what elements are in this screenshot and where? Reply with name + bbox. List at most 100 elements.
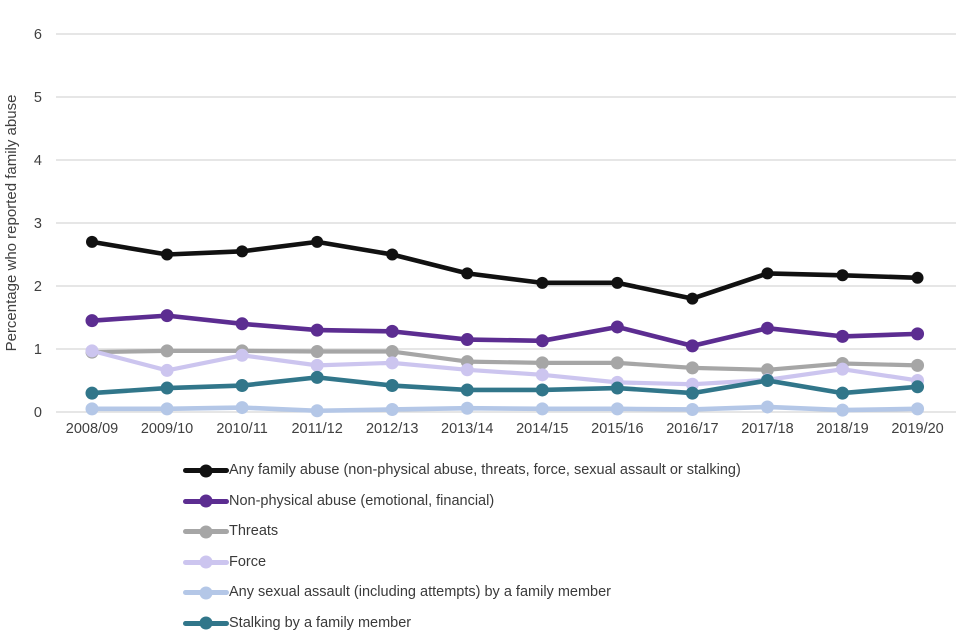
data-point	[610, 402, 624, 416]
data-point	[310, 370, 324, 384]
y-axis-title: Percentage who reported family abuse	[3, 95, 20, 352]
data-point	[385, 402, 399, 416]
data-point	[535, 402, 549, 416]
y-tick-label: 3	[34, 216, 42, 232]
x-tick-label: 2013/14	[441, 421, 493, 437]
data-point	[85, 344, 99, 358]
data-point	[760, 363, 774, 377]
data-point	[836, 329, 849, 343]
data-point	[310, 358, 324, 372]
series-line	[89, 313, 920, 349]
x-tick-label: 2016/17	[666, 421, 718, 437]
data-series	[85, 235, 925, 418]
legend-line-swatch	[183, 494, 229, 508]
data-point	[160, 381, 174, 395]
series-line	[89, 239, 920, 301]
data-point	[236, 245, 249, 258]
legend-marker-dot	[199, 464, 213, 477]
legend-item-1: Any family abuse (non-physical abuse, th…	[183, 460, 960, 481]
legend-item-5: Any sexual assault (including attempts) …	[183, 582, 960, 603]
legend-label: Stalking by a family member	[229, 614, 412, 631]
data-point	[685, 361, 699, 375]
data-point	[460, 363, 474, 377]
data-point	[460, 401, 474, 415]
data-point	[160, 309, 174, 323]
gridlines	[56, 33, 956, 413]
legend-item-4: Force	[183, 552, 960, 573]
legend-marker-dot	[199, 555, 213, 569]
x-tick-labels: 2008/09 2009/10 2010/11 2011/12 2012/13 2013/…	[66, 421, 944, 437]
data-point	[85, 386, 99, 400]
data-point	[460, 333, 474, 347]
legend-label: Force	[229, 553, 267, 570]
y-tick-label: 1	[34, 342, 42, 358]
legend-line-swatch	[183, 464, 229, 477]
data-point	[461, 267, 474, 280]
data-point	[86, 235, 98, 248]
data-point	[536, 276, 549, 289]
data-point	[235, 348, 249, 362]
data-point	[685, 402, 699, 416]
x-tick-label: 2011/12	[291, 421, 342, 437]
data-point	[610, 356, 624, 370]
y-tick-label: 2	[34, 279, 42, 295]
data-point	[535, 356, 549, 370]
data-point	[610, 320, 624, 334]
data-point	[310, 323, 324, 337]
data-point	[310, 404, 324, 418]
data-point	[85, 402, 99, 416]
series-1	[86, 235, 924, 305]
data-point	[160, 344, 174, 358]
data-point	[235, 401, 249, 415]
data-point	[611, 276, 624, 289]
legend-line-swatch	[183, 525, 229, 538]
data-point	[760, 400, 774, 414]
data-point	[310, 345, 324, 359]
x-tick-label: 2014/15	[516, 421, 568, 437]
legend-item-6: Stalking by a family member	[183, 613, 960, 634]
data-point	[160, 363, 174, 377]
x-tick-label: 2012/13	[366, 421, 418, 437]
data-point	[311, 235, 324, 248]
data-point	[911, 358, 925, 372]
data-point	[386, 248, 399, 261]
legend-item-2: Non-physical abuse (emotional, financial…	[183, 491, 960, 512]
data-point	[760, 321, 774, 335]
legend-label: Non-physical abuse (emotional, financial…	[229, 492, 495, 509]
data-point	[761, 267, 774, 280]
data-point	[685, 339, 699, 353]
x-tick-label: 2017/18	[741, 421, 793, 437]
data-point	[911, 402, 925, 416]
x-tick-label: 2015/16	[591, 421, 643, 437]
data-point	[836, 403, 849, 417]
x-tick-label: 2019/20	[891, 421, 943, 437]
data-point	[686, 292, 699, 305]
series-line	[89, 404, 920, 414]
series-line	[89, 348, 920, 372]
series-6	[85, 370, 925, 400]
y-tick-label: 0	[34, 405, 42, 421]
data-point	[836, 362, 849, 376]
series-2	[85, 309, 925, 353]
legend-marker-dot	[199, 616, 213, 630]
data-point	[235, 317, 249, 331]
data-point	[385, 324, 399, 338]
legend-line-swatch	[183, 616, 229, 630]
y-tick-labels: 0 1 2 3 4 5 6	[34, 27, 42, 421]
legend-label: Any family abuse (non-physical abuse, th…	[229, 462, 741, 478]
legend-label: Threats	[229, 523, 279, 539]
chart-legend: Any family abuse (non-physical abuse, th…	[183, 460, 960, 634]
x-tick-label: 2008/09	[66, 421, 118, 437]
legend-marker-dot	[199, 586, 213, 599]
data-point	[911, 327, 925, 341]
series-line	[89, 348, 920, 387]
data-point	[911, 271, 924, 284]
data-point	[760, 374, 774, 387]
data-point	[535, 368, 549, 382]
data-point	[535, 383, 549, 397]
y-tick-label: 4	[34, 153, 42, 169]
data-point	[85, 314, 99, 328]
y-tick-label: 5	[34, 90, 42, 106]
data-point	[685, 386, 699, 400]
x-tick-label: 2009/10	[141, 421, 193, 437]
